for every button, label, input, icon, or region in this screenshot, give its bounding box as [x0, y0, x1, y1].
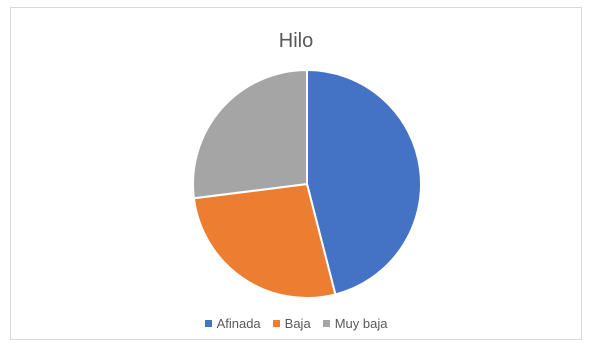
chart-area: Hilo Afinada Baja Muy baja — [10, 7, 582, 340]
legend-item-muy-baja: Muy baja — [322, 316, 388, 331]
legend-item-afinada: Afinada — [204, 316, 261, 331]
pie-slice-afinada — [306, 68, 422, 296]
chart-title: Hilo — [278, 30, 314, 52]
pie-slice-baja — [192, 182, 337, 299]
pie-slice-muy-baja — [192, 68, 308, 200]
pie-chart — [192, 68, 422, 299]
legend: Afinada Baja Muy baja — [11, 316, 581, 331]
legend-label-baja: Baja — [284, 316, 311, 331]
legend-swatch-baja — [272, 320, 280, 327]
legend-label-muy-baja: Muy baja — [334, 316, 388, 331]
legend-swatch-afinada — [204, 320, 212, 327]
legend-swatch-muy-baja — [322, 320, 330, 327]
legend-label-afinada: Afinada — [216, 316, 261, 331]
legend-item-baja: Baja — [272, 316, 311, 331]
